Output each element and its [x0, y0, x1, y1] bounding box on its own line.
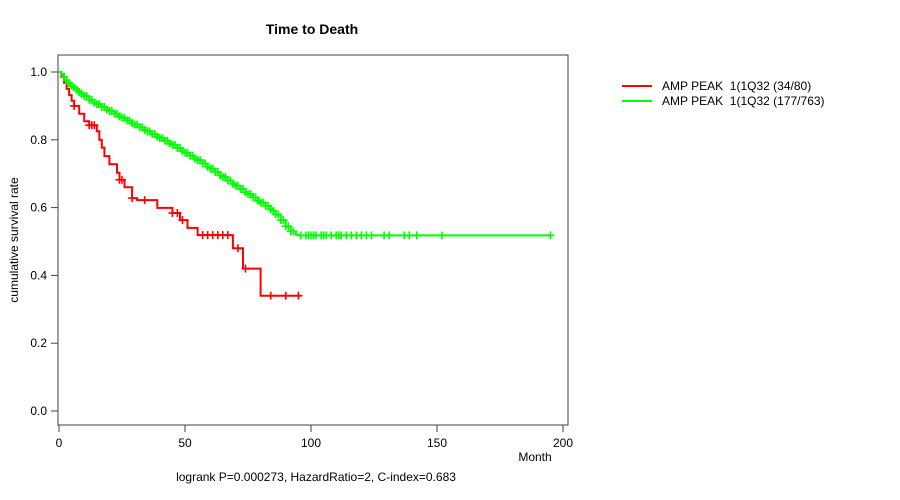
legend-line-swatch-red — [622, 84, 652, 87]
legend-item-green-group: AMP PEAK 1(1Q32 (177/763) — [622, 93, 825, 108]
svg-text:0.2: 0.2 — [30, 336, 47, 350]
svg-text:0.4: 0.4 — [30, 268, 47, 282]
legend-line-swatch-green — [622, 99, 652, 102]
svg-text:0: 0 — [56, 436, 63, 450]
stats-annotation: logrank P=0.000273, HazardRatio=2, C-ind… — [176, 470, 456, 484]
svg-text:100: 100 — [301, 436, 321, 450]
svg-text:0.6: 0.6 — [30, 201, 47, 215]
x-axis-label: Month — [518, 450, 552, 464]
legend-label-red: AMP PEAK 1(1Q32 (34/80) — [662, 78, 812, 93]
svg-text:1.0: 1.0 — [30, 65, 47, 79]
legend-item-red-group: AMP PEAK 1(1Q32 (34/80) — [622, 78, 825, 93]
svg-text:0.8: 0.8 — [30, 133, 47, 147]
svg-text:200: 200 — [553, 436, 573, 450]
legend: AMP PEAK 1(1Q32 (34/80) AMP PEAK 1(1Q32 … — [622, 78, 825, 108]
svg-text:150: 150 — [427, 436, 447, 450]
svg-text:0.0: 0.0 — [30, 404, 47, 418]
svg-text:50: 50 — [178, 436, 192, 450]
chart-title: Time to Death — [265, 21, 359, 37]
legend-label-green: AMP PEAK 1(1Q32 (177/763) — [662, 93, 825, 108]
